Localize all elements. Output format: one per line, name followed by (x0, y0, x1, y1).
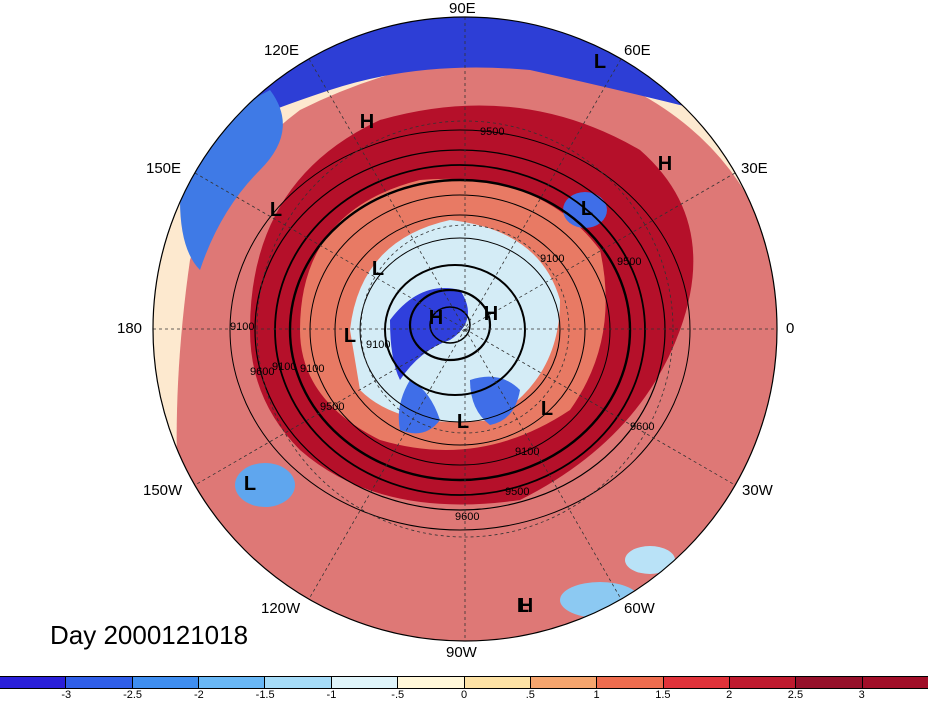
colorbar (0, 676, 928, 689)
lon-label-120w: 120W (261, 600, 301, 617)
colorbar-tick-label: -2.5 (123, 689, 143, 701)
lon-label-120e: 120E (264, 42, 300, 59)
colorbar-segment (265, 677, 332, 688)
high-pressure-center: H (658, 153, 672, 175)
high-pressure-center: H (429, 307, 443, 329)
contour-label: 9500 (480, 126, 504, 138)
colorbar-tick-label: -3 (61, 689, 72, 701)
low-pressure-center: L (517, 595, 529, 617)
colorbar-tick-label: .5 (525, 689, 535, 701)
colorbar-segment (66, 677, 133, 688)
graticule (153, 17, 777, 641)
contour-label: 9600 (630, 421, 654, 433)
colorbar-tick-label: 2.5 (787, 689, 804, 701)
contour-label: 9600 (455, 511, 479, 523)
low-pressure-center: L (541, 398, 553, 420)
colorbar-segment (199, 677, 266, 688)
contour-label: 9100 (272, 361, 296, 373)
contour-label: 9500 (505, 486, 529, 498)
day-label: Day 2000121018 (50, 620, 249, 650)
map-border (152, 16, 778, 642)
high-pressure-center: H (519, 595, 533, 617)
contour-label: 9100 (300, 363, 324, 375)
colorbar-tick-label: 1.5 (655, 689, 671, 701)
lon-label-30w: 30W (742, 482, 773, 499)
lon-label-60e: 60E (624, 42, 651, 59)
lon-label-150e: 150E (146, 160, 182, 177)
contour-label: 9500 (320, 401, 344, 413)
colorbar-tick-label: -1 (326, 689, 337, 701)
contour-label: 9600 (250, 366, 274, 378)
lon-label-60w: 60W (624, 600, 655, 617)
contour-label: 9500 (617, 256, 641, 268)
colorbar-segment (331, 677, 399, 688)
colorbar-tick-label: -1.5 (255, 689, 275, 701)
low-pressure-center: L (270, 199, 282, 221)
high-pressure-center: H (360, 111, 374, 133)
lon-label-90w: 90W (446, 644, 477, 661)
lon-label-90e: 90E (449, 0, 476, 17)
colorbar-segment (729, 677, 797, 688)
colorbar-segment (796, 677, 863, 688)
colorbar-segment (530, 677, 598, 688)
colorbar-tick-label: 1 (593, 689, 600, 701)
colorbar-segment (132, 677, 200, 688)
lon-label-30e: 30E (741, 160, 768, 177)
colorbar-segment (0, 677, 67, 688)
low-pressure-center: L (344, 325, 356, 347)
low-pressure-center: L (244, 473, 256, 495)
colorbar-tick-label: 0 (460, 689, 468, 701)
low-pressure-center: L (594, 51, 606, 73)
low-pressure-center: L (581, 198, 593, 220)
colorbar-segment (464, 677, 531, 688)
lon-label-0: 0 (786, 320, 795, 337)
lon-label-180: 180 (117, 320, 143, 337)
lon-label-150w: 150W (143, 482, 183, 499)
colorbar-tick-label: 2 (726, 689, 733, 701)
colorbar-segment (597, 677, 664, 688)
contour-label: 9100 (366, 339, 390, 351)
colorbar-tick-label: 3 (858, 689, 865, 701)
low-pressure-center: L (457, 411, 469, 433)
colorbar-segment (663, 677, 730, 688)
low-pressure-center: L (372, 258, 384, 280)
high-pressure-center: H (484, 303, 498, 325)
contour-label: 9100 (540, 253, 564, 265)
colorbar-segment (398, 677, 465, 688)
colorbar-tick-label: -.5 (391, 689, 405, 701)
contour-label: 9100 (515, 446, 539, 458)
colorbar-tick-label: -2 (193, 689, 204, 701)
height-contours (229, 129, 691, 531)
contour-label: 9100 (230, 321, 254, 333)
colorbar-segment (862, 677, 928, 688)
